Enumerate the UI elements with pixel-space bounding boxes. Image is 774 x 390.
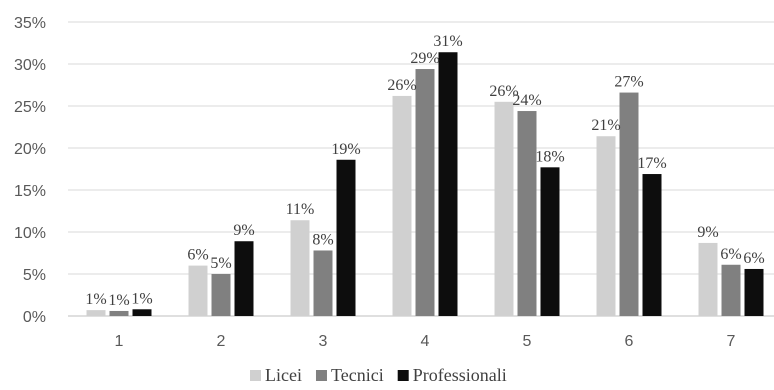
bar-licei-1 (86, 310, 106, 316)
legend-label-professionali: Professionali (413, 365, 507, 385)
data-label: 26% (489, 83, 518, 100)
legend-swatch-tecnici (315, 370, 327, 381)
x-tick-label: 4 (421, 333, 430, 350)
bar-professionali-4 (438, 52, 458, 317)
bar-licei-5 (494, 101, 514, 316)
data-label: 17% (637, 155, 666, 172)
y-tick-label: 30% (14, 57, 46, 74)
bar-professionali-6 (642, 174, 662, 316)
data-label: 6% (187, 247, 208, 264)
legend: Licei Tecnici Professionali (250, 365, 507, 385)
x-tick-label: 7 (727, 333, 736, 350)
bars (86, 52, 764, 317)
y-tick-label: 25% (14, 99, 46, 116)
bar-licei-3 (290, 220, 310, 316)
bar-licei-4 (392, 95, 412, 316)
y-tick-label: 20% (14, 141, 46, 158)
data-label: 11% (286, 201, 315, 218)
data-label: 5% (210, 255, 231, 272)
data-label: 8% (312, 231, 333, 248)
y-axis: 0% 5% 10% 15% 20% 25% 30% 35% (14, 15, 46, 326)
x-tick-label: 2 (217, 333, 226, 350)
bar-tecnici-2 (211, 274, 231, 316)
bar-tecnici-6 (619, 92, 639, 316)
data-label: 6% (720, 246, 741, 263)
bar-licei-6 (596, 136, 616, 316)
bar-tecnici-3 (313, 250, 333, 316)
x-tick-label: 3 (319, 333, 328, 350)
legend-label-tecnici: Tecnici (331, 365, 384, 385)
data-label: 9% (233, 222, 254, 239)
bar-professionali-7 (744, 268, 764, 316)
y-tick-label: 15% (14, 183, 46, 200)
bar-professionali-2 (234, 241, 254, 316)
data-label: 1% (131, 290, 152, 307)
legend-swatch-professionali (397, 370, 409, 381)
bar-tecnici-1 (109, 310, 129, 316)
bar-professionali-1 (132, 309, 152, 316)
bar-tecnici-7 (721, 264, 741, 316)
data-label: 26% (387, 77, 416, 94)
bar-tecnici-4 (415, 69, 435, 316)
bar-professionali-5 (540, 167, 560, 316)
bar-licei-2 (188, 265, 208, 316)
bar-licei-7 (698, 242, 718, 316)
data-labels: 1% 1% 1%6% 5%9%11%8%19%26%29%31%26%24%18%21… (85, 33, 764, 309)
data-label: 18% (535, 148, 564, 165)
y-tick-label: 5% (23, 267, 46, 284)
x-tick-label: 6 (625, 333, 634, 350)
bar-tecnici-5 (517, 111, 537, 316)
y-tick-label: 35% (14, 15, 46, 32)
data-label: 31% (433, 33, 462, 50)
bar-professionali-3 (336, 159, 356, 316)
data-label: 1% (85, 291, 106, 308)
data-label: 19% (331, 141, 360, 158)
data-label: 24% (512, 92, 541, 109)
data-label: 27% (614, 74, 643, 91)
x-tick-label: 5 (523, 333, 532, 350)
x-tick-label: 1 (115, 333, 124, 350)
data-label: 9% (697, 224, 718, 241)
data-label: 6% (743, 250, 764, 267)
y-tick-label: 0% (23, 309, 46, 326)
data-label: 21% (591, 117, 620, 134)
x-axis: 1 2 3 4 5 6 7 (115, 333, 736, 350)
legend-label-licei: Licei (265, 365, 302, 385)
data-label: 1% (108, 292, 129, 309)
legend-swatch-licei (250, 370, 261, 381)
data-label: 29% (410, 50, 439, 67)
y-tick-label: 10% (14, 225, 46, 242)
